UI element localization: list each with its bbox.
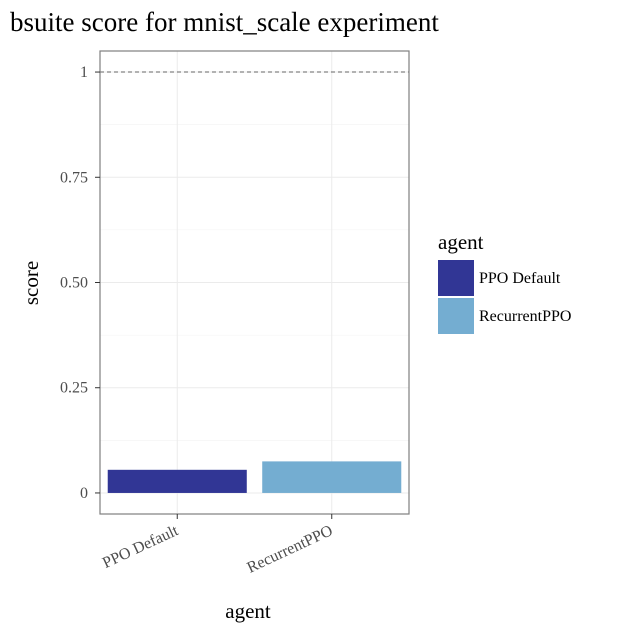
bar-recurrentppo	[262, 461, 402, 493]
x-tick-label: PPO Default	[100, 522, 181, 572]
x-axis: PPO Default RecurrentPPO	[100, 514, 335, 577]
y-axis-title: score	[19, 261, 43, 305]
chart-title: bsuite score for mnist_scale experiment	[10, 7, 439, 37]
minor-gridlines	[100, 124, 409, 441]
x-tick-label: RecurrentPPO	[244, 522, 335, 576]
x-axis-title: agent	[225, 599, 271, 623]
y-tick-label: 0.75	[60, 169, 88, 186]
bars	[107, 461, 402, 493]
legend-label: RecurrentPPO	[479, 308, 571, 325]
legend-items: PPO Default RecurrentPPO	[438, 260, 571, 334]
legend-label: PPO Default	[479, 270, 561, 287]
y-tick-label: 0.50	[60, 275, 88, 292]
legend-swatch	[438, 260, 474, 296]
y-axis: 0 0.25 0.50 0.75 1	[60, 64, 100, 502]
y-tick-label: 1	[80, 64, 88, 81]
legend: agent PPO Default RecurrentPPO	[438, 230, 571, 334]
y-tick-label: 0	[80, 485, 88, 502]
plot-area: 0 0.25 0.50 0.75 1 PPO Default RecurrentPPO	[60, 50, 410, 577]
bar-ppo-default	[107, 469, 247, 493]
y-tick-label: 0.25	[60, 380, 88, 397]
legend-title: agent	[438, 230, 484, 254]
legend-swatch	[438, 298, 474, 334]
